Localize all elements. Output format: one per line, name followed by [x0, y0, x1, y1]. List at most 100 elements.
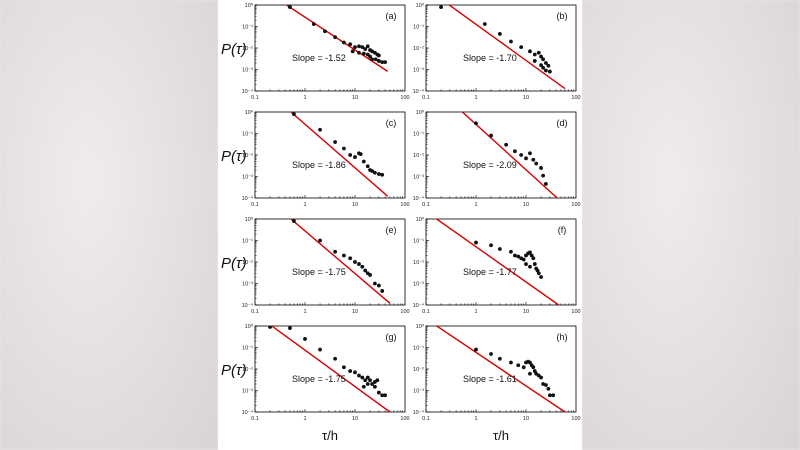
data-point	[524, 262, 528, 266]
x-tick-label: 10	[523, 309, 529, 315]
y-tick-label: 10⁻¹	[242, 25, 253, 31]
data-point	[303, 337, 307, 341]
x-tick-label: 10	[523, 416, 529, 422]
data-point	[474, 240, 478, 245]
data-point	[543, 68, 548, 73]
data-point	[489, 133, 493, 138]
y-tick-label: 10⁻³	[242, 389, 253, 395]
data-point	[370, 57, 375, 62]
y-tick-label: 10⁻⁴	[242, 409, 254, 416]
x-tick-label: 1	[474, 416, 477, 422]
y-tick-label: 10⁻³	[242, 282, 253, 288]
y-tick-label: 10⁰	[245, 323, 254, 330]
plot-frame	[425, 4, 577, 92]
data-point	[482, 22, 487, 26]
x-tick-label: 100	[571, 309, 580, 315]
x-tick-label: 100	[400, 95, 409, 101]
slope-annotation: Slope = -1.77	[463, 267, 517, 277]
y-tick-label: 10⁰	[416, 323, 425, 330]
data-point	[489, 352, 493, 356]
y-tick-label: 10⁻²	[242, 367, 253, 373]
data-point	[516, 363, 521, 368]
slope-annotation: Slope = -1.52	[292, 53, 346, 63]
data-point	[509, 39, 513, 44]
data-point	[268, 326, 272, 329]
data-point	[363, 268, 368, 273]
data-point	[546, 386, 551, 391]
data-point	[363, 47, 368, 51]
data-point	[531, 157, 536, 162]
data-point	[532, 52, 537, 57]
y-tick-label: 10⁻⁴	[242, 88, 254, 95]
data-point	[543, 61, 548, 65]
data-point	[539, 63, 543, 68]
subplot-d: 0.1 1 10 100 10⁰ 10⁻¹ 10⁻² 10⁻³ 10⁻⁴ (d) Slope = -…	[413, 109, 581, 208]
data-point	[311, 22, 316, 26]
background-right	[582, 0, 800, 450]
data-point	[541, 173, 546, 178]
data-point	[376, 59, 381, 63]
subplot-a: 0.1 1 10 100 10⁰ 10⁻¹ 10⁻² 10⁻³ 10⁻⁴ (a) Slope = -…	[221, 2, 410, 101]
panel-label: (e)	[386, 225, 397, 235]
data-point	[368, 378, 372, 383]
data-point	[513, 149, 517, 154]
data-point	[531, 256, 536, 261]
background-left	[0, 0, 218, 450]
data-point	[539, 275, 543, 279]
data-point	[380, 60, 385, 65]
x-tick-label: 10	[352, 95, 358, 101]
y-tick-label: 10⁰	[245, 2, 254, 9]
y-tick-label: 10⁻²	[413, 46, 424, 52]
data-point	[357, 50, 361, 55]
data-point	[373, 57, 378, 62]
data-point	[342, 146, 346, 151]
data-point	[372, 380, 377, 384]
x-axis-label: τ/h	[493, 428, 509, 443]
x-tick-label: 1	[303, 202, 306, 208]
data-point	[361, 159, 366, 164]
data-point	[547, 393, 552, 398]
x-tick-label: 100	[400, 416, 409, 422]
data-point	[348, 256, 353, 261]
data-point	[353, 45, 357, 50]
y-tick-label: 10⁻¹	[413, 346, 424, 352]
subplot-c: 0.1 1 10 100 10⁰ 10⁻¹ 10⁻² 10⁻³ 10⁻⁴ (c) Slope = -…	[221, 109, 410, 208]
y-tick-label: 10⁻³	[413, 68, 424, 74]
data-point	[497, 356, 502, 361]
subplot-e: 0.1 1 10 100 10⁰ 10⁻¹ 10⁻² 10⁻³ 10⁻⁴ (e) Slope = -…	[221, 216, 410, 315]
data-point	[543, 182, 548, 186]
data-point	[363, 378, 368, 383]
subplot-h: 0.1 1 10 100 10⁰ 10⁻¹ 10⁻² 10⁻³ 10⁻⁴ (h) Slope = -…	[413, 323, 581, 443]
data-point	[539, 166, 543, 170]
x-tick-label: 10	[523, 95, 529, 101]
data-point	[536, 271, 541, 276]
x-tick-label: 100	[571, 416, 580, 422]
data-point	[513, 253, 517, 258]
data-point	[519, 45, 524, 50]
slope-annotation: Slope = -1.61	[463, 374, 517, 384]
x-tick-label: 1	[303, 416, 306, 422]
y-tick-label: 10⁻⁴	[413, 409, 425, 416]
x-tick-label: 10	[523, 202, 529, 208]
plot-frame	[254, 111, 406, 199]
data-point	[372, 170, 377, 175]
y-tick-label: 10⁻¹	[242, 346, 253, 352]
x-tick-label: 100	[400, 202, 409, 208]
data-point	[516, 254, 521, 259]
x-tick-label: 0.1	[251, 309, 259, 315]
fit-line	[270, 326, 391, 412]
data-point	[333, 356, 338, 361]
data-point	[532, 262, 537, 266]
y-axis-label: P(τ)	[221, 41, 247, 58]
fit-line	[448, 5, 566, 90]
data-point	[368, 273, 372, 277]
data-point	[497, 32, 502, 36]
data-point	[474, 121, 478, 126]
data-point	[439, 5, 443, 9]
y-tick-label: 10⁻³	[413, 282, 424, 288]
x-tick-label: 0.1	[422, 202, 430, 208]
data-point	[353, 370, 357, 375]
panel-label: (f)	[558, 225, 567, 235]
y-tick-label: 10⁻²	[413, 367, 424, 373]
data-point	[292, 219, 296, 223]
